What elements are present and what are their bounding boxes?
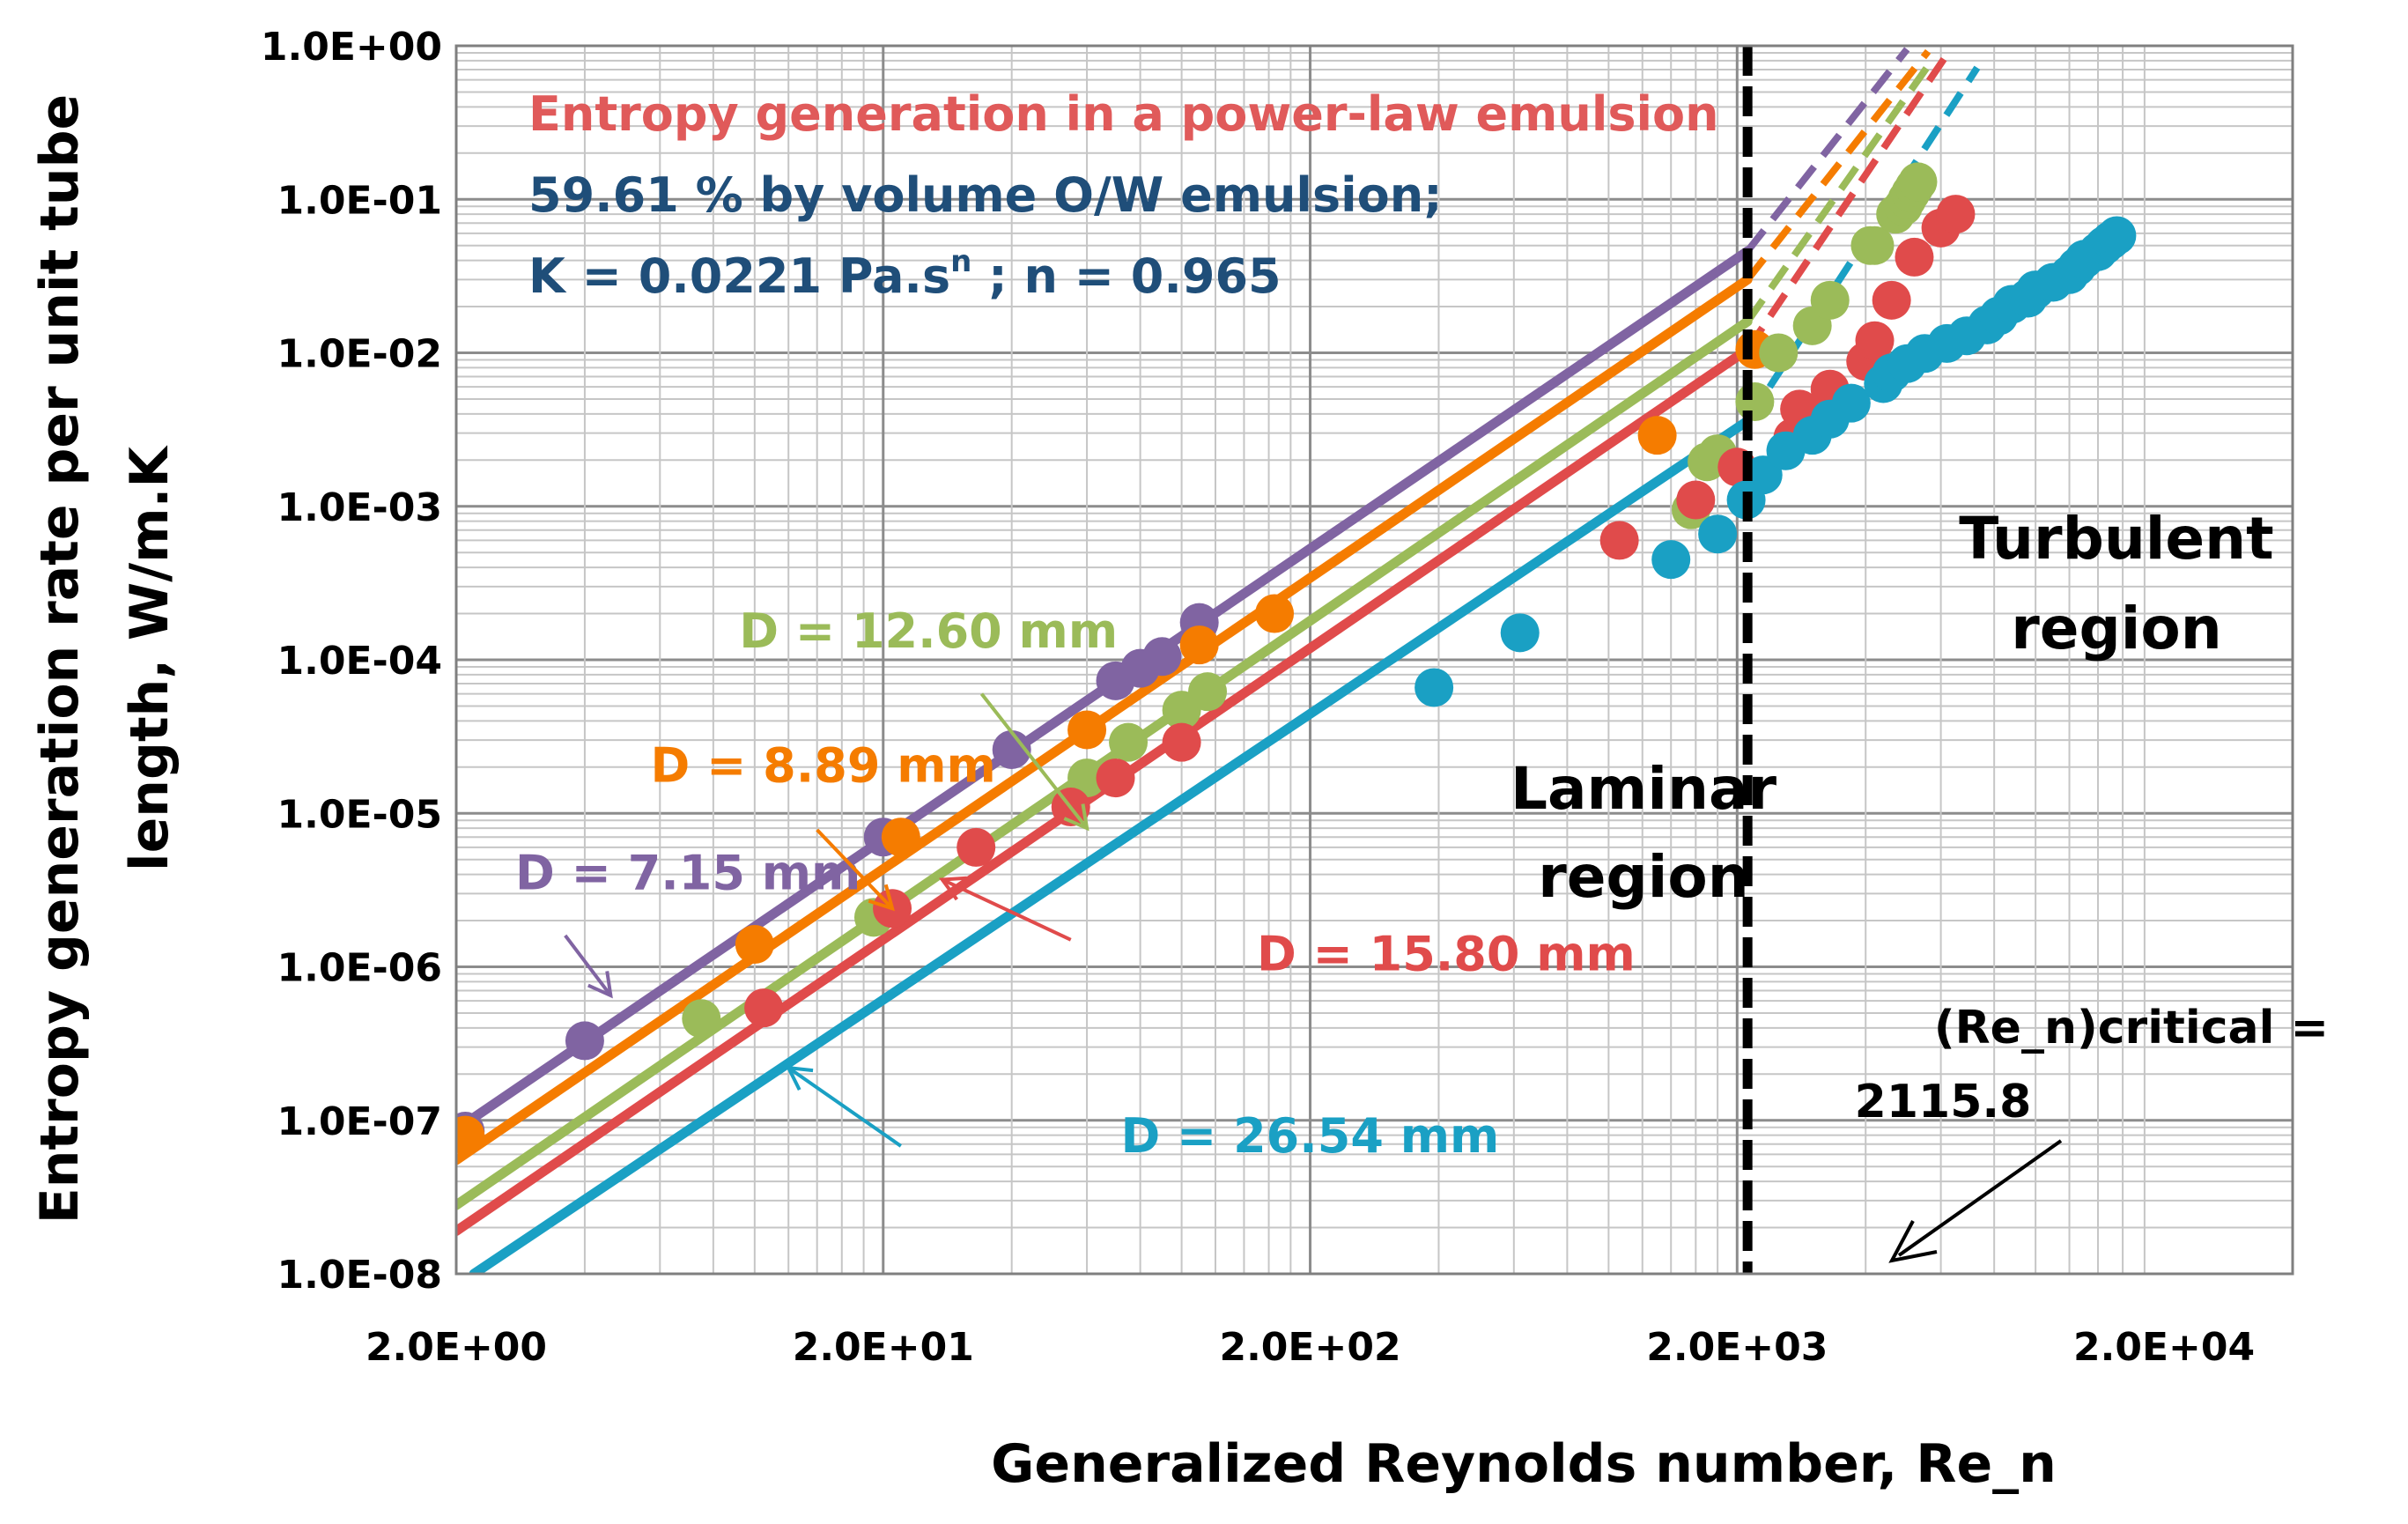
title-line-3-superscript: n	[950, 244, 971, 279]
series-label: D = 7.15 mm	[515, 845, 861, 900]
y-axis-title-line-2: length, W/m.K	[119, 445, 181, 871]
critical-re-arrow	[1897, 1139, 2063, 1257]
title-line-1: Entropy generation in a power-law emulsi…	[528, 86, 1719, 142]
data-point	[1936, 195, 1976, 234]
series-label-arrowhead	[587, 971, 613, 999]
y-tick-label: 1.0E-05	[277, 792, 443, 837]
y-tick-label: 1.0E-03	[277, 485, 443, 530]
data-point	[682, 999, 721, 1039]
y-tick-label: 1.0E-07	[277, 1099, 443, 1144]
data-point	[744, 988, 784, 1028]
data-point	[1698, 514, 1738, 554]
data-point	[1188, 672, 1228, 712]
turbulent-region-label-2: region	[2011, 595, 2222, 662]
title-line-2: 59.61 % by volume O/W emulsion;	[528, 167, 1443, 223]
y-tick-label: 1.0E+00	[261, 25, 442, 70]
data-point	[1651, 540, 1691, 580]
series-fit-line-laminar	[469, 416, 1753, 1274]
data-point	[1109, 722, 1149, 762]
series-label-arrowhead	[785, 1065, 814, 1091]
data-point	[1810, 280, 1850, 320]
series-label: D = 15.80 mm	[1257, 926, 1636, 981]
y-tick-label: 1.0E-01	[277, 178, 443, 223]
series-label: D = 8.89 mm	[650, 738, 995, 794]
turbulent-region-label: Turbulent	[1959, 505, 2273, 573]
y-tick-label: 1.0E-04	[277, 639, 443, 684]
data-point	[456, 1115, 485, 1155]
x-axis-title: Generalized Reynolds number, Re_n	[991, 1433, 2057, 1495]
data-points	[456, 162, 2137, 1155]
series-label-arrowhead	[868, 884, 895, 912]
series-label-arrow	[564, 934, 612, 997]
series-label-arrow	[979, 692, 1089, 830]
data-point	[957, 827, 996, 867]
series-label: D = 26.54 mm	[1120, 1108, 1499, 1164]
series-label-arrow	[816, 828, 894, 910]
data-point	[1415, 668, 1454, 707]
data-point	[1743, 455, 1783, 495]
series-fit-line-turbulent	[1744, 54, 1938, 324]
series-label: D = 12.60 mm	[739, 603, 1118, 659]
data-point	[1872, 280, 1911, 320]
data-point	[1735, 382, 1775, 422]
data-point	[1599, 521, 1639, 560]
y-tick-label: 1.0E-06	[277, 946, 443, 991]
series-label-arrowhead	[939, 876, 967, 901]
series-label-arrow	[787, 1066, 902, 1148]
title-line-3: K = 0.0221 Pa.sn ; n = 0.965	[528, 244, 1282, 304]
critical-re-arrowhead	[1888, 1220, 1938, 1263]
data-point	[1831, 383, 1871, 423]
data-point	[1255, 594, 1295, 633]
data-point	[1855, 321, 1895, 360]
series-label-arrow	[941, 877, 1072, 942]
data-point	[992, 729, 1031, 769]
series-fit-line-turbulent	[1745, 47, 1910, 254]
y-tick-label: 1.0E-02	[277, 332, 443, 377]
laminar-region-label-2: region	[1538, 843, 1749, 911]
y-tick-label: 1.0E-08	[277, 1253, 443, 1298]
x-tick-label: 2.0E+00	[366, 1325, 547, 1370]
data-point	[1067, 710, 1107, 750]
series-fit-line-turbulent	[1745, 48, 1932, 282]
x-tick-label: 2.0E+01	[793, 1325, 974, 1370]
data-point	[565, 1021, 604, 1061]
data-point	[1676, 480, 1716, 520]
data-point	[1142, 637, 1182, 677]
tick-labels: 2.0E+00 2.0E+01 2.0E+02 2.0E+03 2.0E+04 1.0E+…	[261, 25, 2255, 1370]
x-tick-label: 2.0E+03	[1646, 1325, 1828, 1370]
data-point	[1759, 333, 1799, 373]
data-point	[1855, 226, 1895, 265]
series-label-arrowhead	[1063, 803, 1090, 832]
data-point	[1898, 162, 1938, 202]
series-labels: D = 7.15 mm D = 8.89 mm D = 12.60 mm D = 15…	[515, 603, 1636, 1164]
data-point	[881, 817, 920, 857]
data-point	[1096, 758, 1135, 798]
data-point	[1500, 613, 1540, 653]
data-point	[1637, 416, 1677, 455]
critical-re-value: 2115.8	[1855, 1076, 2032, 1128]
title-line-3-suffix: ; n = 0.965	[971, 248, 1281, 304]
data-point	[2097, 216, 2137, 255]
data-point	[1895, 237, 1934, 277]
series-fit-line-turbulent	[1744, 56, 1947, 352]
title-line-3-main: K = 0.0221 Pa.s	[528, 248, 950, 304]
data-point	[1162, 722, 1201, 762]
y-axis-title-line-1: Entropy generation rate per unit tube	[29, 94, 91, 1224]
plot-frame	[454, 44, 2294, 1276]
x-tick-label: 2.0E+02	[1219, 1325, 1400, 1370]
data-point	[1067, 758, 1107, 798]
series-fit-line-laminar	[456, 316, 1753, 1210]
critical-re-label: (Re_n)critical =	[1934, 1002, 2329, 1054]
data-point	[735, 925, 774, 965]
laminar-region-label: Laminar	[1511, 755, 1777, 823]
x-tick-label: 2.0E+04	[2073, 1325, 2255, 1370]
data-point	[1179, 625, 1219, 665]
